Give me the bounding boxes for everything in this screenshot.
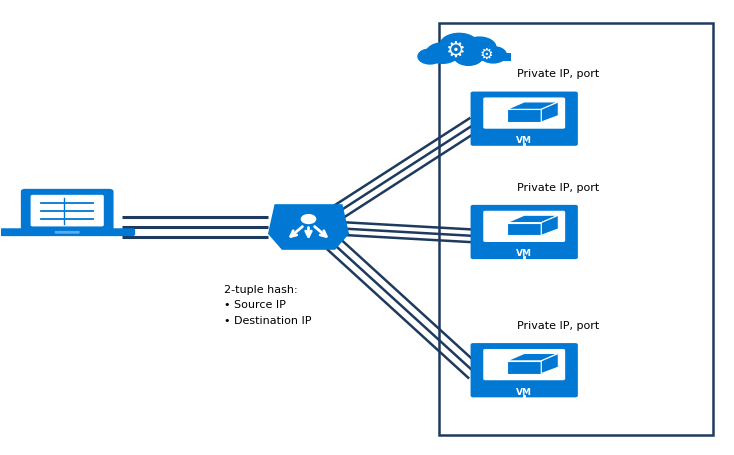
Polygon shape	[541, 103, 559, 123]
Text: 2-tuple hash:
• Source IP
• Destination IP: 2-tuple hash: • Source IP • Destination …	[225, 284, 312, 325]
Polygon shape	[507, 354, 559, 361]
FancyBboxPatch shape	[55, 232, 79, 234]
Circle shape	[454, 49, 483, 66]
Circle shape	[302, 215, 316, 224]
FancyBboxPatch shape	[31, 195, 103, 227]
Circle shape	[480, 47, 506, 64]
Circle shape	[426, 44, 459, 64]
Circle shape	[440, 34, 479, 58]
Text: ⚙: ⚙	[480, 47, 493, 62]
Circle shape	[418, 50, 442, 65]
FancyBboxPatch shape	[470, 205, 578, 259]
FancyBboxPatch shape	[421, 54, 511, 62]
FancyBboxPatch shape	[470, 92, 578, 147]
Polygon shape	[541, 216, 559, 236]
Text: VM: VM	[516, 136, 532, 145]
Text: Private IP, port: Private IP, port	[517, 69, 599, 79]
FancyBboxPatch shape	[439, 24, 713, 435]
FancyBboxPatch shape	[483, 349, 565, 380]
Circle shape	[463, 38, 496, 58]
Polygon shape	[507, 103, 559, 110]
FancyBboxPatch shape	[483, 211, 565, 243]
Polygon shape	[541, 354, 559, 374]
FancyBboxPatch shape	[0, 229, 135, 237]
Text: VM: VM	[516, 249, 532, 258]
FancyBboxPatch shape	[470, 344, 578, 398]
FancyBboxPatch shape	[21, 189, 114, 233]
Polygon shape	[269, 206, 348, 249]
Text: Private IP, port: Private IP, port	[517, 320, 599, 330]
Polygon shape	[507, 216, 559, 223]
Polygon shape	[507, 361, 541, 374]
Text: Private IP, port: Private IP, port	[517, 182, 599, 192]
Polygon shape	[507, 223, 541, 236]
Text: VM: VM	[516, 387, 532, 396]
Text: ⚙: ⚙	[446, 41, 466, 61]
Polygon shape	[507, 110, 541, 123]
FancyBboxPatch shape	[483, 98, 565, 129]
